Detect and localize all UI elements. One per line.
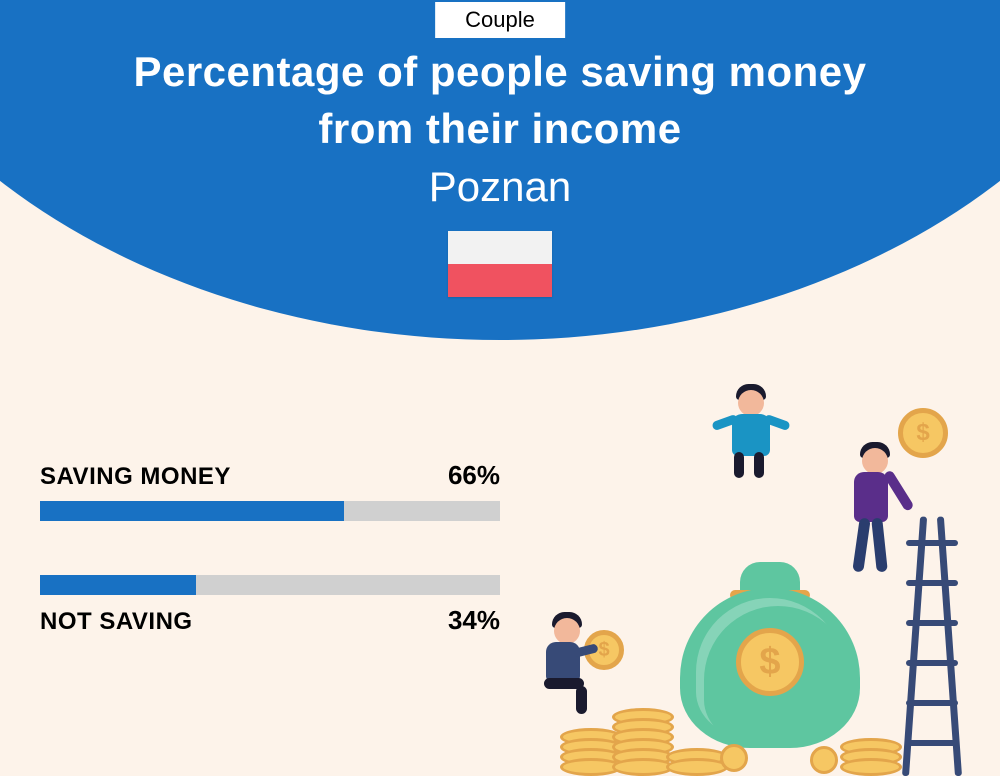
- header: Percentage of people saving money from t…: [0, 44, 1000, 297]
- bar-not-saving: NOT SAVING 34%: [40, 575, 500, 636]
- coin-icon: [810, 746, 838, 774]
- city-subtitle: Poznan: [0, 163, 1000, 211]
- coin-stack-icon: [840, 746, 902, 776]
- flag-top-stripe: [448, 231, 552, 264]
- person-icon: $: [540, 612, 630, 732]
- title-line-1: Percentage of people saving money: [0, 44, 1000, 101]
- bar-fill: [40, 575, 196, 595]
- money-bag-icon: $: [680, 538, 860, 748]
- bar-label: SAVING MONEY: [40, 463, 231, 491]
- bar-track: [40, 575, 500, 595]
- dollar-coin-icon: $: [898, 408, 948, 458]
- dollar-badge-icon: $: [736, 628, 804, 696]
- person-icon: $: [854, 436, 944, 596]
- bar-saving-money: SAVING MONEY 66%: [40, 460, 500, 521]
- poland-flag-icon: [448, 231, 552, 297]
- bar-fill: [40, 501, 344, 521]
- money-illustration: $ $: [550, 406, 980, 776]
- flag-bottom-stripe: [448, 264, 552, 297]
- bar-value: 66%: [448, 460, 500, 491]
- coin-stack-icon: [666, 756, 728, 776]
- category-badge-label: Couple: [465, 7, 535, 32]
- bar-track: [40, 501, 500, 521]
- bar-value: 34%: [448, 605, 500, 636]
- bar-labels-row: NOT SAVING 34%: [40, 605, 500, 636]
- bar-label: NOT SAVING: [40, 608, 193, 636]
- category-badge: Couple: [435, 2, 565, 38]
- title-line-2: from their income: [0, 101, 1000, 158]
- bar-labels-row: SAVING MONEY 66%: [40, 460, 500, 491]
- page-title: Percentage of people saving money from t…: [0, 44, 1000, 157]
- coin-icon: [720, 744, 748, 772]
- person-icon: [720, 386, 800, 486]
- bars-section: SAVING MONEY 66% NOT SAVING 34%: [40, 460, 500, 690]
